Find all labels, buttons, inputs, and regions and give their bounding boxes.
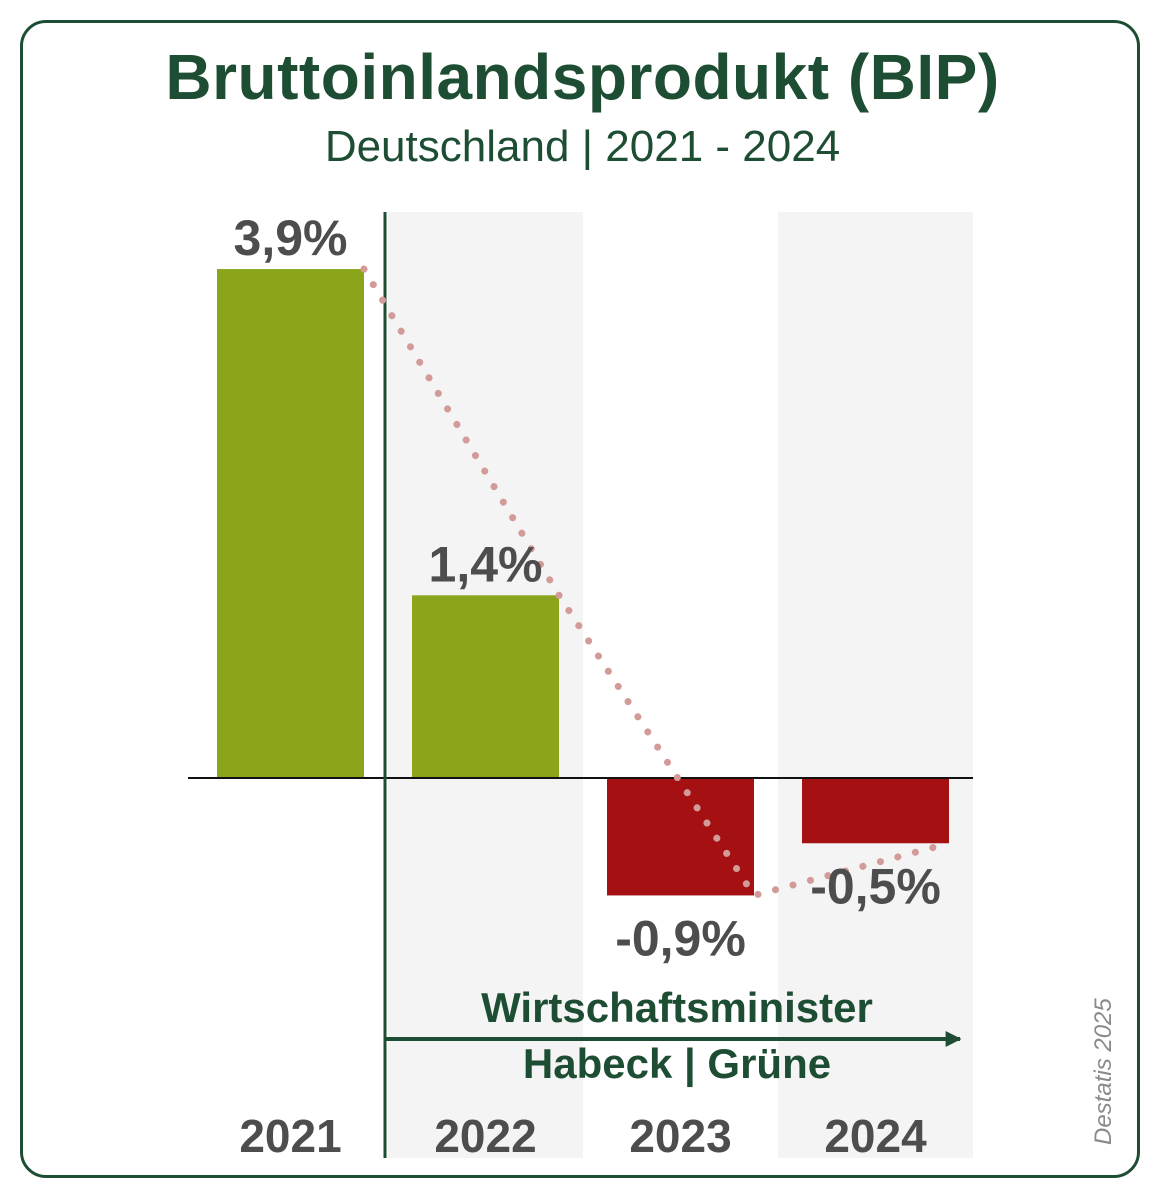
bar-2023 bbox=[607, 778, 754, 896]
annotation-line-1: Wirtschaftsminister bbox=[481, 984, 873, 1031]
category-label-2021: 2021 bbox=[239, 1110, 341, 1162]
category-label-2023: 2023 bbox=[629, 1110, 731, 1162]
category-label-2022: 2022 bbox=[434, 1110, 536, 1162]
trend-line bbox=[360, 265, 953, 900]
chart-title: Bruttoinlandsprodukt (BIP) bbox=[165, 41, 1000, 113]
background-band-2024 bbox=[778, 212, 973, 1158]
source-note: Destatis 2025 bbox=[1090, 998, 1117, 1145]
value-label-2023: -0,9% bbox=[615, 910, 746, 966]
category-label-2024: 2024 bbox=[824, 1110, 927, 1162]
value-label-2024: -0,5% bbox=[810, 858, 941, 914]
value-label-2022: 1,4% bbox=[429, 536, 543, 592]
bar-2024 bbox=[802, 778, 949, 844]
chart-subtitle: Deutschland | 2021 - 2024 bbox=[324, 122, 841, 171]
bar-2021 bbox=[217, 269, 364, 778]
bar-2022 bbox=[412, 595, 559, 778]
value-label-2021: 3,9% bbox=[234, 210, 348, 266]
annotation-line-2: Habeck | Grüne bbox=[523, 1040, 831, 1088]
